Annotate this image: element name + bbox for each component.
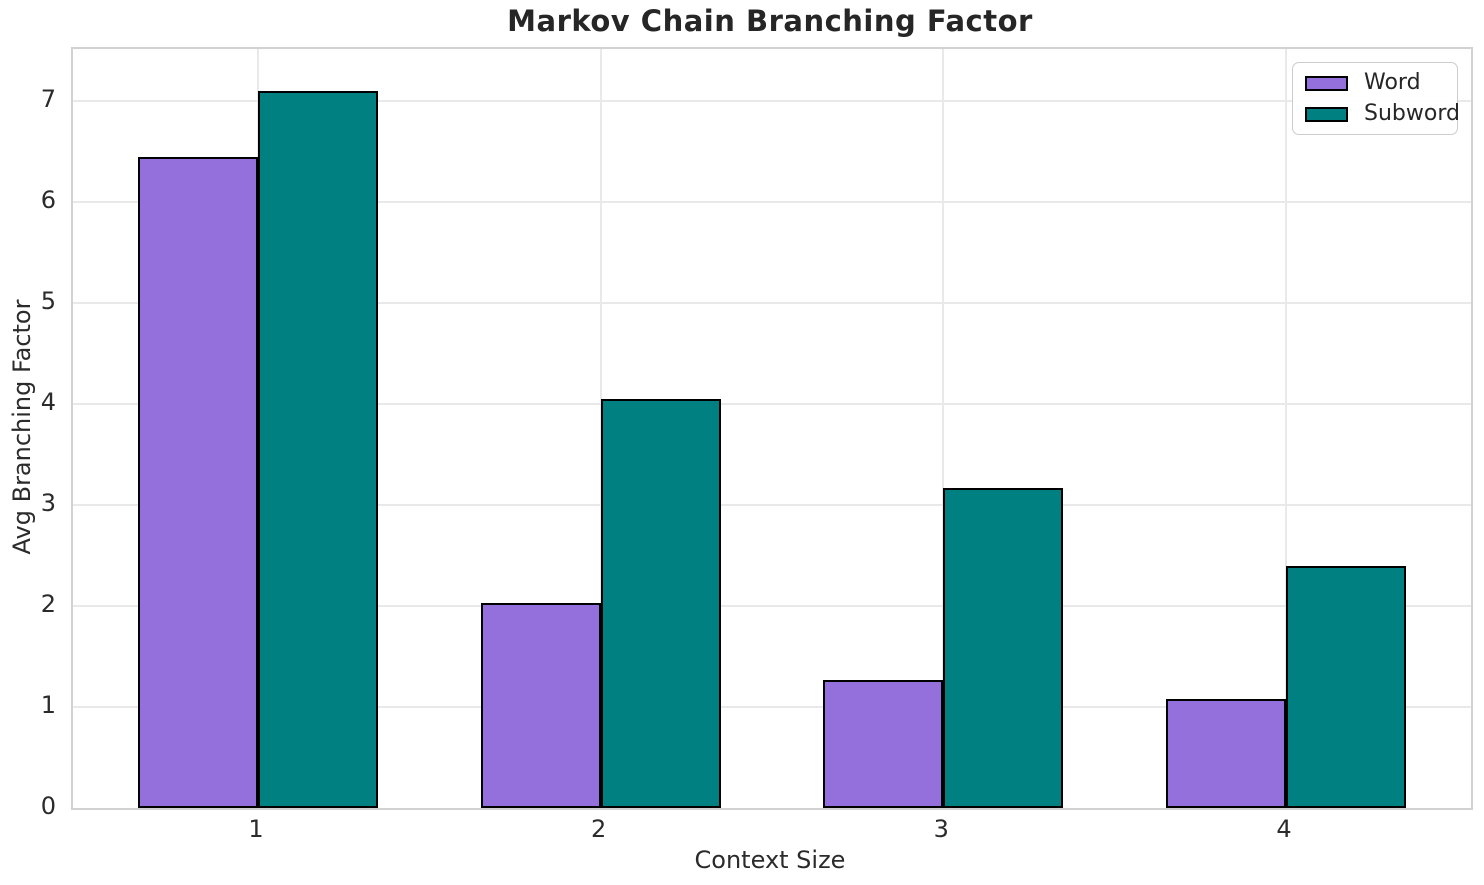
y-tick-label-2: 2 (40, 590, 56, 619)
bar-word-context-3 (823, 679, 944, 808)
plot-area (71, 47, 1473, 810)
x-tick-label-2: 2 (591, 815, 607, 843)
legend-item-subword: Subword (1305, 102, 1460, 126)
bar-subword-context-3 (943, 488, 1064, 808)
bar-subword-context-1 (258, 91, 378, 808)
bar-word-context-2 (480, 603, 601, 808)
y-tick-label-5: 5 (40, 287, 56, 316)
y-tick-label-3: 3 (40, 489, 56, 518)
word-color-swatch (1305, 75, 1348, 91)
y-tick-label-1: 1 (40, 691, 56, 720)
y-tick-label-4: 4 (40, 388, 56, 417)
legend-item-word: Word (1305, 71, 1445, 95)
subword-color-swatch (1305, 106, 1348, 122)
x-axis-label: Context Size (694, 846, 846, 874)
x-tick-label-1: 1 (248, 815, 264, 843)
bar-word-context-4 (1166, 698, 1286, 808)
legend: Word Subword (1292, 62, 1460, 135)
y-tick-label-7: 7 (40, 85, 56, 114)
bar-subword-context-4 (1285, 565, 1406, 808)
x-tick-label-3: 3 (933, 815, 949, 843)
x-tick-label-4: 4 (1276, 815, 1292, 843)
legend-label-subword: Subword (1364, 101, 1460, 126)
chart-title: Markov Chain Branching Factor (507, 4, 1033, 38)
legend-label-word: Word (1364, 70, 1421, 95)
y-tick-label-6: 6 (40, 186, 56, 215)
y-tick-label-0: 0 (40, 792, 56, 820)
bar-word-context-1 (138, 156, 259, 808)
bar-subword-context-2 (600, 399, 721, 808)
y-axis-label: Avg Branching Factor (8, 299, 36, 555)
